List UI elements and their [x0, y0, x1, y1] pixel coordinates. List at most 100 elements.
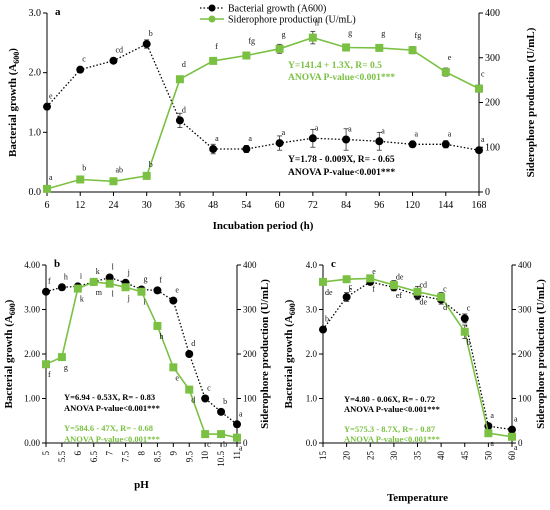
x-tick-label: 45: [460, 451, 470, 461]
right-tick-label: 100: [243, 394, 257, 404]
growth-point: [209, 145, 218, 154]
right-tick-label: 100: [518, 394, 532, 404]
siderophore-point: [109, 177, 118, 186]
siderophore-point: [342, 275, 351, 284]
x-tick-label: 36: [175, 200, 185, 211]
significance-letter: b: [223, 440, 227, 449]
x-tick-label: 6.5: [89, 451, 99, 463]
x-axis-title: Temperature: [387, 492, 448, 504]
significance-letter: g: [64, 363, 68, 372]
growth-point: [460, 314, 469, 323]
significance-letter: c: [207, 440, 211, 449]
significance-letter: d: [191, 339, 195, 348]
x-tick-label: 10: [200, 451, 210, 461]
significance-letter: k: [80, 295, 84, 304]
significance-letter: a: [415, 129, 419, 138]
siderophore-point: [43, 184, 51, 193]
significance-letter: a: [514, 443, 518, 452]
regression-annotation: ANOVA P-value<0.001***: [64, 434, 160, 444]
legend-marker: [208, 15, 216, 23]
panel-c: 0.0 1.0 2.0 3.0 4.0 0 100 200 300 400 15 20 25 30 35 40…: [283, 258, 547, 504]
series-line-growth: [322, 281, 513, 431]
significance-letter: d: [182, 105, 186, 114]
panel-letter: a: [55, 6, 61, 18]
series-line-siderophore: [46, 36, 480, 190]
significance-letter: b: [325, 315, 329, 324]
siderophore-point: [185, 385, 194, 394]
x-tick-label: 168: [472, 200, 487, 211]
right-tick-label: 0: [243, 438, 248, 448]
legend-marker: [208, 4, 216, 12]
significance-letter: f: [372, 284, 375, 293]
siderophore-point: [57, 353, 66, 362]
siderophore-point: [169, 363, 178, 372]
siderophore-point: [153, 321, 162, 330]
left-tick-label: 2.00: [24, 349, 40, 359]
growth-point: [342, 293, 351, 302]
growth-point: [275, 139, 284, 148]
left-tick-label: 3.00: [24, 305, 40, 315]
significance-letter: a: [490, 439, 494, 448]
x-tick-label: 60: [507, 451, 517, 461]
right-axis-title: Siderophore production (U/mL): [535, 279, 547, 429]
significance-letter: e: [372, 267, 376, 276]
growth-point: [375, 137, 384, 146]
x-tick-label: 30: [142, 200, 152, 211]
right-tick-label: 0: [485, 187, 490, 198]
significance-letter: f: [215, 42, 218, 51]
siderophore-point: [121, 283, 130, 292]
right-tick-label: 400: [243, 260, 257, 270]
x-tick-label: 54: [241, 200, 251, 211]
significance-letter: d: [191, 396, 195, 405]
siderophore-point: [89, 277, 98, 286]
siderophore-point: [105, 279, 114, 288]
significance-letter: i: [144, 298, 147, 307]
left-tick-label: 2.0: [29, 68, 42, 79]
x-tick-label: 11: [232, 451, 242, 460]
right-tick-label: 300: [518, 305, 532, 315]
significance-letter: c: [82, 55, 86, 64]
siderophore-point: [508, 432, 516, 441]
significance-letter: f: [159, 275, 162, 284]
right-axis-title: Siderophore production (U/mL): [525, 27, 537, 177]
x-tick-label: 12: [75, 200, 85, 211]
left-tick-label: 4.00: [24, 260, 40, 270]
significance-letter: a: [248, 134, 252, 143]
right-tick-label: 400: [518, 260, 532, 270]
x-tick-label: 7.5: [121, 451, 131, 463]
significance-letter: a: [239, 409, 243, 418]
series-line-growth: [46, 43, 480, 151]
regression-annotation: Y=6.94 - 0.53X, R= - 0.83: [64, 392, 155, 402]
significance-letter: e: [175, 373, 179, 382]
x-tick-label: 40: [436, 451, 446, 461]
significance-letter: c: [349, 282, 353, 291]
significance-letter: a: [215, 134, 219, 143]
growth-point: [441, 140, 450, 149]
growth-point: [57, 283, 66, 292]
left-tick-label: 1.0: [306, 394, 318, 404]
significance-letter: l: [112, 290, 115, 299]
significance-letter: a: [381, 126, 385, 135]
significance-letter: l: [112, 262, 115, 271]
panel-letter: b: [54, 258, 60, 270]
growth-point: [308, 134, 317, 143]
right-tick-label: 300: [485, 53, 500, 64]
significance-letter: g: [282, 30, 286, 39]
growth-point: [109, 56, 118, 65]
significance-letter: b: [223, 397, 227, 406]
growth-point: [408, 140, 417, 149]
siderophore-point: [242, 51, 251, 60]
left-tick-label: 1.0: [29, 127, 42, 138]
series-line-siderophore: [45, 281, 238, 439]
x-tick-label: 6: [73, 451, 83, 456]
x-tick-label: 72: [308, 200, 318, 211]
x-tick-label: 50: [483, 451, 493, 461]
x-tick-label: 84: [341, 200, 351, 211]
growth-point: [42, 287, 50, 296]
significance-letter: cd: [420, 280, 428, 289]
siderophore-point: [408, 46, 417, 55]
siderophore-point: [76, 175, 85, 184]
regression-annotation: ANOVA P-value<0.001***: [288, 168, 395, 178]
x-tick-label: 24: [108, 200, 118, 211]
x-tick-label: 6: [45, 200, 50, 211]
